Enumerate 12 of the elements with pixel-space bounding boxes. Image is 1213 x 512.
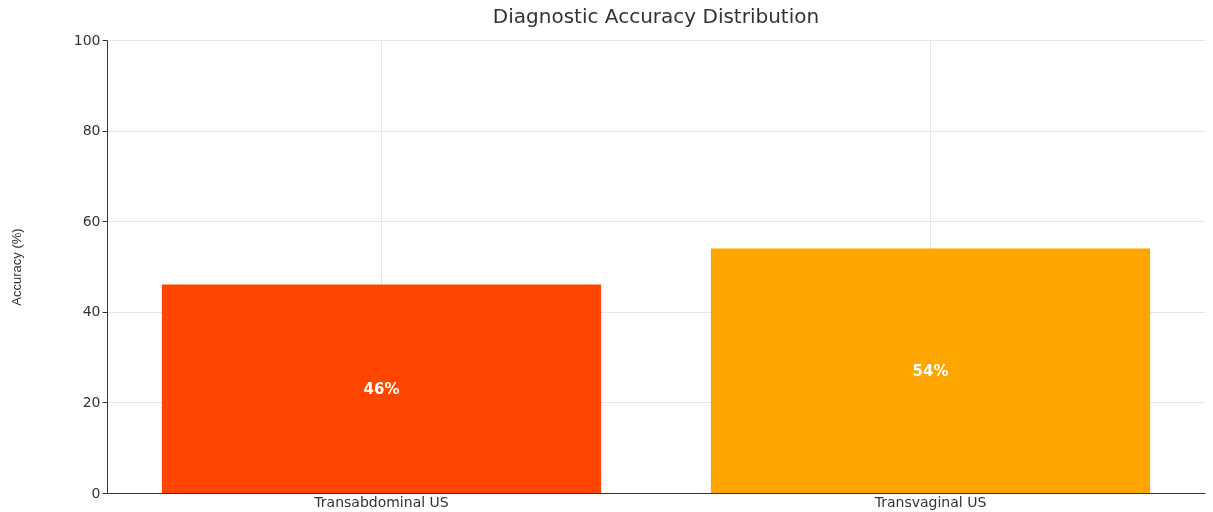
y-tick-label: 100: [73, 31, 101, 48]
data-label: 46%: [363, 379, 400, 398]
x-tick-label: Transabdominal US: [313, 493, 449, 510]
data-label: 54%: [912, 361, 949, 380]
chart-title: Diagnostic Accuracy Distribution: [492, 4, 820, 28]
y-tick-label: 60: [82, 212, 101, 229]
y-tick-label: 80: [82, 122, 101, 139]
y-tick-label: 0: [91, 484, 101, 501]
y-axis-title: Accuracy (%): [8, 228, 24, 306]
y-tick-label: 40: [82, 303, 101, 320]
x-tick-label: Transvaginal US: [873, 493, 987, 510]
y-tick-label: 20: [82, 393, 101, 410]
